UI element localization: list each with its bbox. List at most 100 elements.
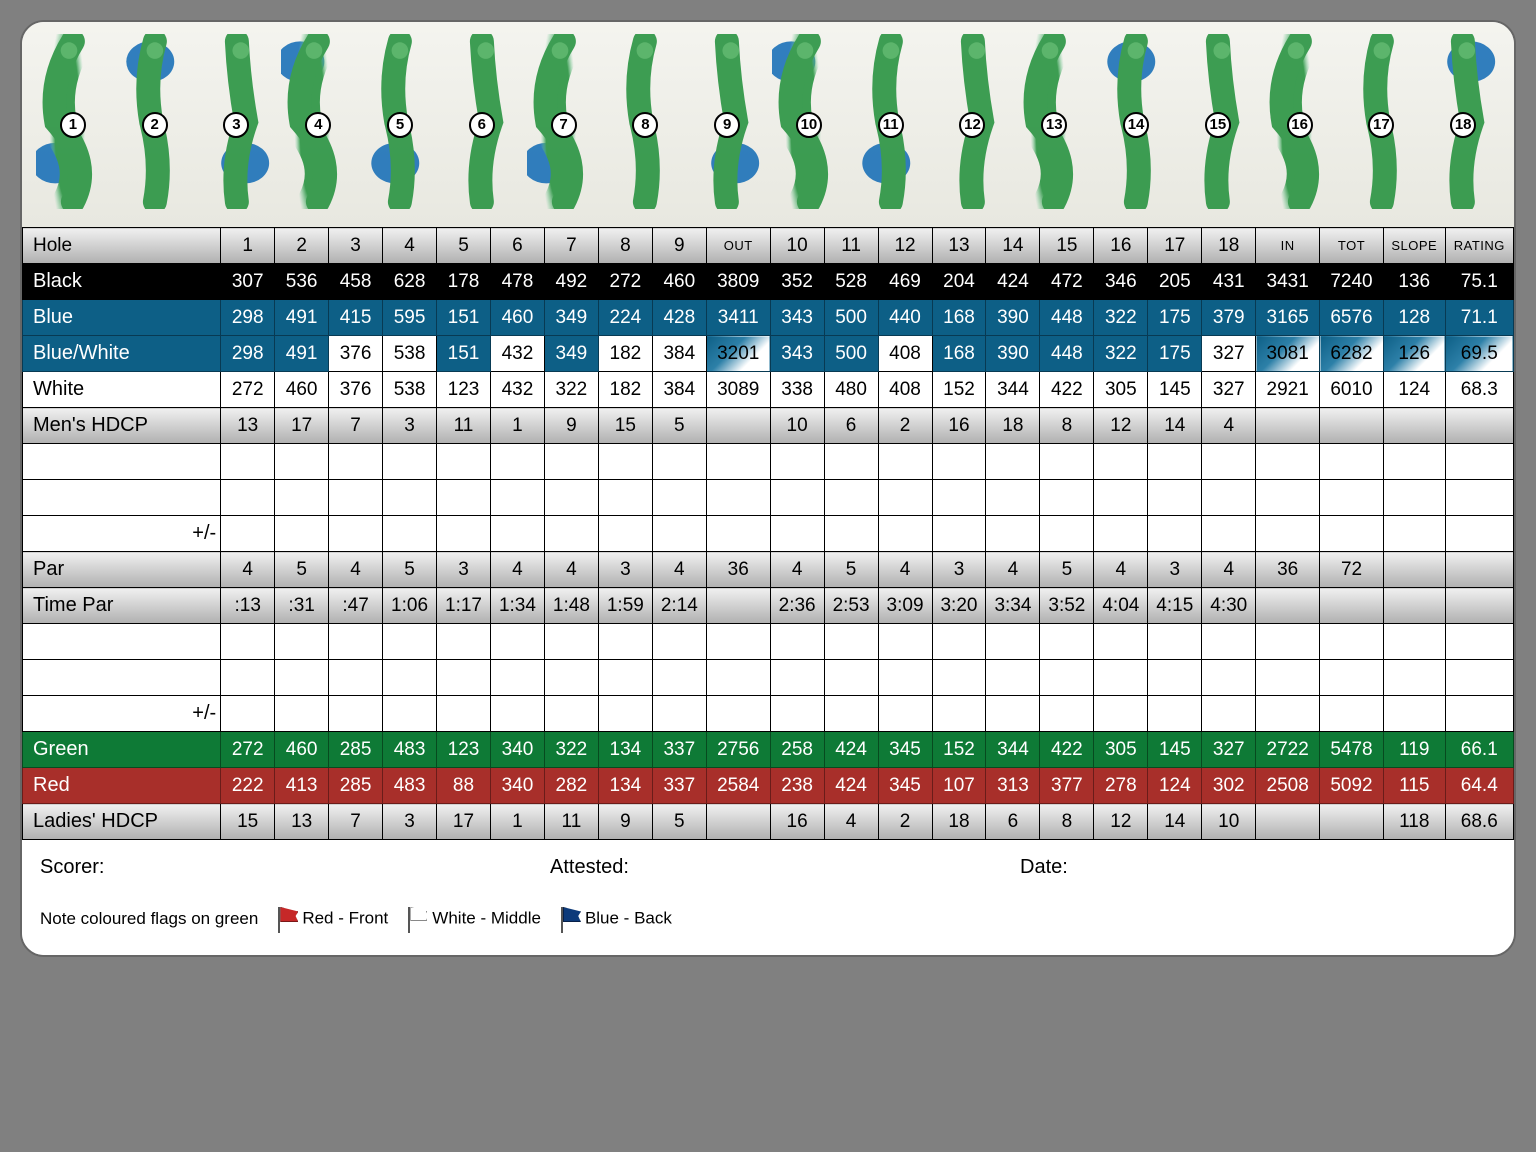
cell [1256, 516, 1320, 552]
cell: 344 [986, 372, 1040, 408]
hole-number-badge: 17 [1368, 112, 1394, 138]
cell: 168 [932, 300, 986, 336]
cell: 7 [329, 408, 383, 444]
cell: 478 [490, 264, 544, 300]
cell: 3201 [706, 336, 770, 372]
cell: 238 [770, 768, 824, 804]
cell: 322 [1094, 336, 1148, 372]
cell: 528 [824, 264, 878, 300]
cell: :31 [275, 588, 329, 624]
cell [1445, 552, 1513, 588]
cell: 6 [824, 408, 878, 444]
cell: 448 [1040, 336, 1094, 372]
cell [1320, 588, 1384, 624]
cell: 349 [544, 300, 598, 336]
cell [1202, 696, 1256, 732]
cell: 68.6 [1445, 804, 1513, 840]
cell: 460 [490, 300, 544, 336]
cell: 128 [1383, 300, 1445, 336]
cell [1094, 624, 1148, 660]
cell: 3089 [706, 372, 770, 408]
cell [1202, 660, 1256, 696]
cell: 134 [598, 732, 652, 768]
cell [544, 624, 598, 660]
cell [986, 624, 1040, 660]
cell [1256, 444, 1320, 480]
attested-label: Attested: [550, 856, 1020, 879]
cell: 440 [878, 300, 932, 336]
cell [878, 480, 932, 516]
cell: 448 [1040, 300, 1094, 336]
cell [1445, 444, 1513, 480]
cell [1445, 516, 1513, 552]
cell [490, 624, 544, 660]
cell [383, 480, 437, 516]
row-pm2: +/- [23, 696, 1514, 732]
cell: 75.1 [1445, 264, 1513, 300]
cell: 298 [221, 300, 275, 336]
cell: 305 [1094, 372, 1148, 408]
cell: 272 [598, 264, 652, 300]
cell: 492 [544, 264, 598, 300]
cell: 431 [1202, 264, 1256, 300]
cell [1256, 588, 1320, 624]
cell: 10 [1202, 804, 1256, 840]
cell [1320, 444, 1384, 480]
cell [770, 480, 824, 516]
cell: 460 [275, 372, 329, 408]
cell [544, 660, 598, 696]
hole-map-6: 6 [441, 30, 523, 219]
scorer-label: Scorer: [40, 856, 550, 879]
cell [1383, 660, 1445, 696]
row-menshdcp: Men's HDCP131773111915510621618812144 [23, 408, 1514, 444]
cell: 272 [221, 732, 275, 768]
cell [598, 516, 652, 552]
cell: 3411 [706, 300, 770, 336]
cell: 5478 [1320, 732, 1384, 768]
cell: 432 [490, 372, 544, 408]
cell: 3 [383, 408, 437, 444]
hole-number-badge: 16 [1287, 112, 1313, 138]
hole-number-badge: 14 [1123, 112, 1149, 138]
cell [437, 480, 491, 516]
cell: 123 [437, 372, 491, 408]
cell: 345 [878, 732, 932, 768]
cell [329, 444, 383, 480]
cell: 1:48 [544, 588, 598, 624]
cell [383, 624, 437, 660]
cell [1256, 624, 1320, 660]
cell [1320, 516, 1384, 552]
cell: 11 [544, 804, 598, 840]
hole-map-12: 12 [932, 30, 1014, 219]
cell: 4 [490, 552, 544, 588]
cell: 3:20 [932, 588, 986, 624]
hole-map-15: 15 [1177, 30, 1259, 219]
hole-number-badge: 6 [469, 112, 495, 138]
cell: 6576 [1320, 300, 1384, 336]
cell: 12 [1094, 408, 1148, 444]
cell [275, 444, 329, 480]
cell: 119 [1383, 732, 1445, 768]
cell: 17 [275, 408, 329, 444]
cell: 204 [932, 264, 986, 300]
cell: 178 [437, 264, 491, 300]
cell: 124 [1148, 768, 1202, 804]
cell: 343 [770, 300, 824, 336]
cell: 1:17 [437, 588, 491, 624]
cell [275, 480, 329, 516]
cell [275, 660, 329, 696]
cell: 1:06 [383, 588, 437, 624]
cell [1445, 624, 1513, 660]
cell [706, 624, 770, 660]
cell [878, 660, 932, 696]
cell [598, 480, 652, 516]
cell: :13 [221, 588, 275, 624]
hole-map-5: 5 [359, 30, 441, 219]
cell [490, 516, 544, 552]
cell: 4 [986, 552, 1040, 588]
cell [824, 624, 878, 660]
cell: 345 [878, 768, 932, 804]
cell: 145 [1148, 372, 1202, 408]
cell: 5 [1040, 552, 1094, 588]
cell [437, 696, 491, 732]
